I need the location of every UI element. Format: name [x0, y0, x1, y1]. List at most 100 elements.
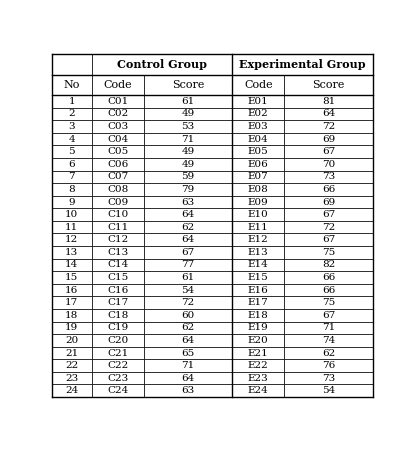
Bar	[232, 271, 284, 284]
Text: C10: C10	[107, 210, 128, 219]
Bar	[144, 271, 232, 284]
Bar	[52, 347, 92, 359]
Bar	[232, 75, 284, 95]
Bar	[52, 95, 92, 108]
Bar	[144, 259, 232, 271]
Text: 65: 65	[181, 349, 194, 357]
Text: 71: 71	[321, 323, 334, 332]
Bar	[144, 347, 232, 359]
Bar	[232, 108, 284, 120]
Bar	[284, 196, 372, 208]
Text: C16: C16	[107, 286, 128, 295]
Text: C02: C02	[107, 109, 128, 118]
Text: 7: 7	[68, 173, 75, 181]
Bar	[92, 347, 144, 359]
Text: E07: E07	[247, 173, 268, 181]
Text: E10: E10	[247, 210, 268, 219]
Text: 1: 1	[68, 97, 75, 106]
Bar	[284, 359, 372, 372]
Text: 64: 64	[321, 109, 334, 118]
Bar	[232, 347, 284, 359]
Text: C11: C11	[107, 222, 128, 232]
Text: 73: 73	[321, 374, 334, 383]
Bar	[284, 296, 372, 309]
Bar	[232, 221, 284, 233]
Bar	[92, 133, 144, 145]
Text: 9: 9	[68, 197, 75, 207]
Bar	[284, 385, 372, 397]
Text: E19: E19	[247, 323, 268, 332]
Text: 49: 49	[181, 147, 194, 156]
Bar	[52, 246, 92, 259]
Text: 72: 72	[181, 298, 194, 307]
Bar	[284, 334, 372, 347]
Bar	[92, 321, 144, 334]
Text: C21: C21	[107, 349, 128, 357]
Bar	[284, 347, 372, 359]
Bar	[284, 309, 372, 321]
Bar	[232, 183, 284, 196]
Bar	[232, 321, 284, 334]
Text: E05: E05	[247, 147, 268, 156]
Bar	[52, 133, 92, 145]
Bar	[92, 183, 144, 196]
Text: 66: 66	[321, 185, 334, 194]
Bar	[92, 145, 144, 158]
Bar	[92, 108, 144, 120]
Bar	[92, 120, 144, 133]
Text: 13: 13	[65, 248, 78, 257]
Bar	[92, 309, 144, 321]
Bar	[52, 158, 92, 171]
Bar	[52, 284, 92, 296]
Bar	[284, 284, 372, 296]
Text: 53: 53	[181, 122, 194, 131]
Text: C18: C18	[107, 311, 128, 320]
Text: 4: 4	[68, 134, 75, 143]
Bar	[144, 208, 232, 221]
Text: Control Group: Control Group	[117, 59, 206, 70]
Text: 74: 74	[321, 336, 334, 345]
Bar	[144, 321, 232, 334]
Text: 5: 5	[68, 147, 75, 156]
Bar	[232, 259, 284, 271]
Bar	[284, 221, 372, 233]
Text: E21: E21	[247, 349, 268, 357]
Bar	[52, 120, 92, 133]
Bar	[52, 54, 92, 75]
Text: 63: 63	[181, 197, 194, 207]
Text: 61: 61	[181, 97, 194, 106]
Bar	[232, 95, 284, 108]
Bar	[52, 108, 92, 120]
Bar	[52, 145, 92, 158]
Text: 72: 72	[321, 222, 334, 232]
Text: C05: C05	[107, 147, 128, 156]
Bar	[52, 271, 92, 284]
Bar	[144, 158, 232, 171]
Text: C23: C23	[107, 374, 128, 383]
Text: E01: E01	[247, 97, 268, 106]
Bar	[144, 145, 232, 158]
Text: 62: 62	[321, 349, 334, 357]
Bar	[232, 208, 284, 221]
Bar	[52, 296, 92, 309]
Bar	[92, 158, 144, 171]
Bar	[52, 359, 92, 372]
Bar	[52, 233, 92, 246]
Text: 15: 15	[65, 273, 78, 282]
Bar	[232, 120, 284, 133]
Text: Score: Score	[311, 80, 344, 90]
Text: E06: E06	[247, 160, 268, 169]
Text: C24: C24	[107, 386, 128, 395]
Bar	[232, 359, 284, 372]
Text: E12: E12	[247, 235, 268, 244]
Bar	[144, 246, 232, 259]
Bar	[92, 359, 144, 372]
Bar	[232, 296, 284, 309]
Bar	[284, 208, 372, 221]
Text: C14: C14	[107, 261, 128, 269]
Text: 64: 64	[181, 235, 194, 244]
Text: 63: 63	[181, 386, 194, 395]
Text: 67: 67	[321, 147, 334, 156]
Text: 67: 67	[321, 210, 334, 219]
Bar	[52, 208, 92, 221]
